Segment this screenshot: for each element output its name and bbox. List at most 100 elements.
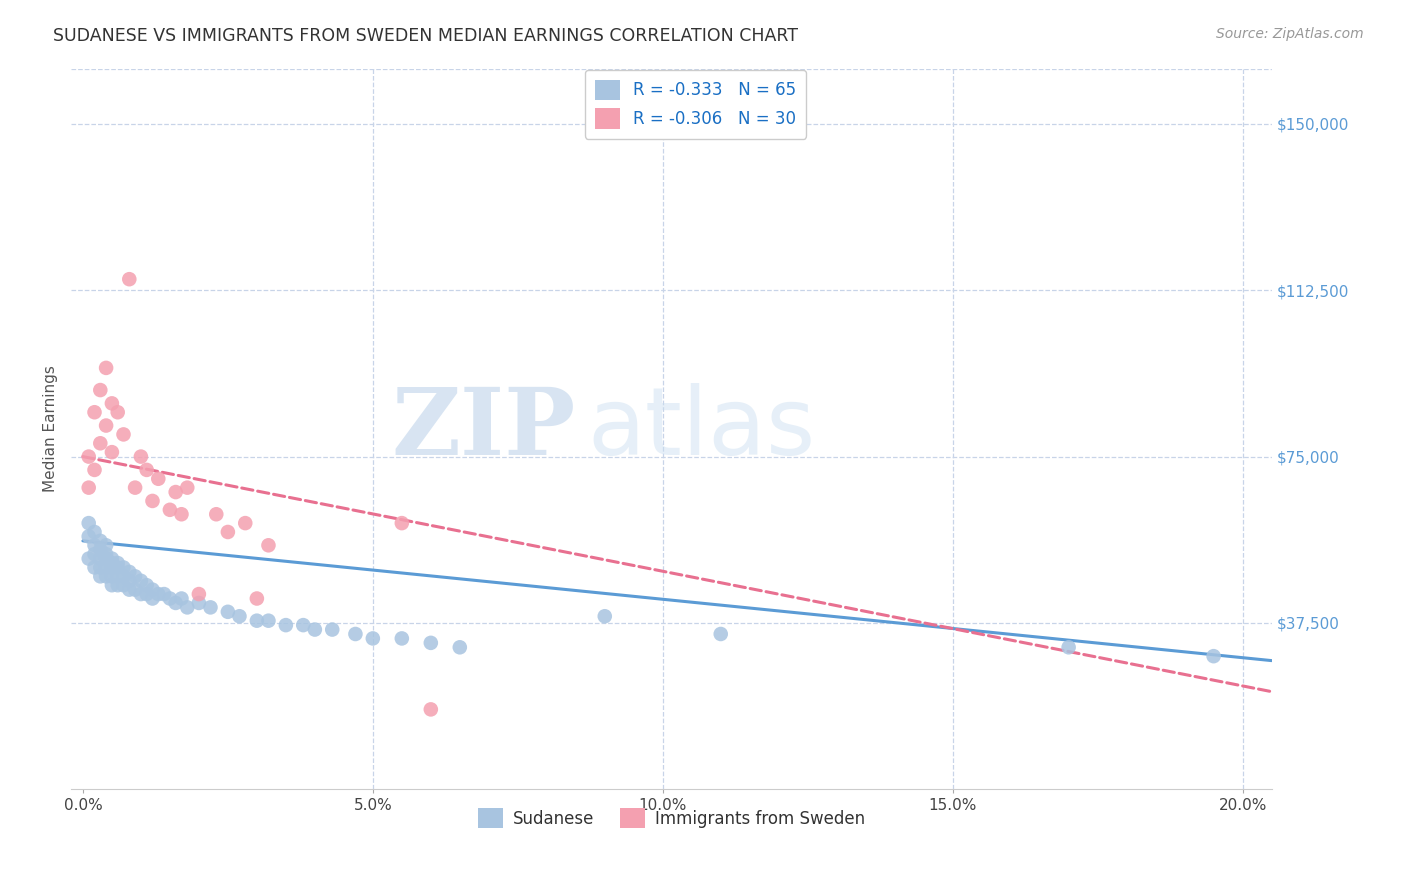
Point <box>112 569 135 583</box>
Point <box>344 627 367 641</box>
Point <box>83 538 105 552</box>
Point <box>118 272 141 286</box>
Point <box>107 569 129 583</box>
Point <box>292 618 315 632</box>
Point <box>83 560 105 574</box>
Point <box>124 582 146 597</box>
Point <box>101 560 124 574</box>
Point <box>94 418 117 433</box>
Point <box>101 569 124 583</box>
Point <box>165 596 187 610</box>
Point <box>77 529 100 543</box>
Point <box>89 542 111 557</box>
Point <box>83 463 105 477</box>
Point <box>129 587 152 601</box>
Point <box>101 578 124 592</box>
Text: ZIP: ZIP <box>391 384 575 474</box>
Point <box>77 450 100 464</box>
Point <box>257 614 280 628</box>
Point <box>135 587 157 601</box>
Point <box>77 516 100 530</box>
Point <box>419 636 441 650</box>
Point <box>187 587 209 601</box>
Point <box>124 569 146 583</box>
Point <box>107 556 129 570</box>
Point <box>94 547 117 561</box>
Point <box>83 524 105 539</box>
Point <box>205 508 228 522</box>
Point <box>593 609 616 624</box>
Point <box>94 569 117 583</box>
Point <box>246 591 269 606</box>
Point <box>170 508 193 522</box>
Point <box>257 538 280 552</box>
Point <box>141 591 163 606</box>
Point <box>118 574 141 588</box>
Point <box>83 405 105 419</box>
Point <box>228 609 250 624</box>
Point <box>89 551 111 566</box>
Point <box>141 494 163 508</box>
Point <box>153 587 176 601</box>
Point <box>170 591 193 606</box>
Point <box>112 578 135 592</box>
Point <box>165 485 187 500</box>
Point <box>94 551 117 566</box>
Point <box>118 565 141 579</box>
Point <box>135 463 157 477</box>
Point <box>107 578 129 592</box>
Point <box>129 450 152 464</box>
Point <box>391 516 413 530</box>
Point <box>200 600 222 615</box>
Point <box>112 427 135 442</box>
Point <box>101 551 124 566</box>
Point <box>217 605 239 619</box>
Point <box>710 627 733 641</box>
Point <box>304 623 326 637</box>
Point <box>118 582 141 597</box>
Point <box>89 569 111 583</box>
Point <box>124 481 146 495</box>
Point <box>112 560 135 574</box>
Point <box>361 632 384 646</box>
Point <box>148 587 170 601</box>
Legend: Sudanese, Immigrants from Sweden: Sudanese, Immigrants from Sweden <box>471 801 872 835</box>
Point <box>101 396 124 410</box>
Point <box>246 614 269 628</box>
Point <box>233 516 256 530</box>
Point <box>101 556 124 570</box>
Point <box>187 596 209 610</box>
Point <box>94 560 117 574</box>
Point <box>159 591 181 606</box>
Point <box>107 560 129 574</box>
Point <box>391 632 413 646</box>
Point <box>217 524 239 539</box>
Point <box>89 383 111 397</box>
Point <box>1202 649 1225 664</box>
Point <box>77 481 100 495</box>
Y-axis label: Median Earnings: Median Earnings <box>44 366 58 492</box>
Point <box>419 702 441 716</box>
Point <box>101 445 124 459</box>
Point <box>94 360 117 375</box>
Point <box>159 503 181 517</box>
Point <box>1057 640 1080 655</box>
Point <box>449 640 471 655</box>
Point <box>321 623 343 637</box>
Point <box>176 600 198 615</box>
Point <box>107 405 129 419</box>
Point <box>274 618 297 632</box>
Text: atlas: atlas <box>588 383 815 475</box>
Point <box>89 436 111 450</box>
Point <box>176 481 198 495</box>
Point <box>89 560 111 574</box>
Point <box>94 538 117 552</box>
Point <box>148 472 170 486</box>
Point <box>141 582 163 597</box>
Text: Source: ZipAtlas.com: Source: ZipAtlas.com <box>1216 27 1364 41</box>
Point <box>129 574 152 588</box>
Text: SUDANESE VS IMMIGRANTS FROM SWEDEN MEDIAN EARNINGS CORRELATION CHART: SUDANESE VS IMMIGRANTS FROM SWEDEN MEDIA… <box>53 27 799 45</box>
Point <box>89 533 111 548</box>
Point <box>135 578 157 592</box>
Point <box>83 547 105 561</box>
